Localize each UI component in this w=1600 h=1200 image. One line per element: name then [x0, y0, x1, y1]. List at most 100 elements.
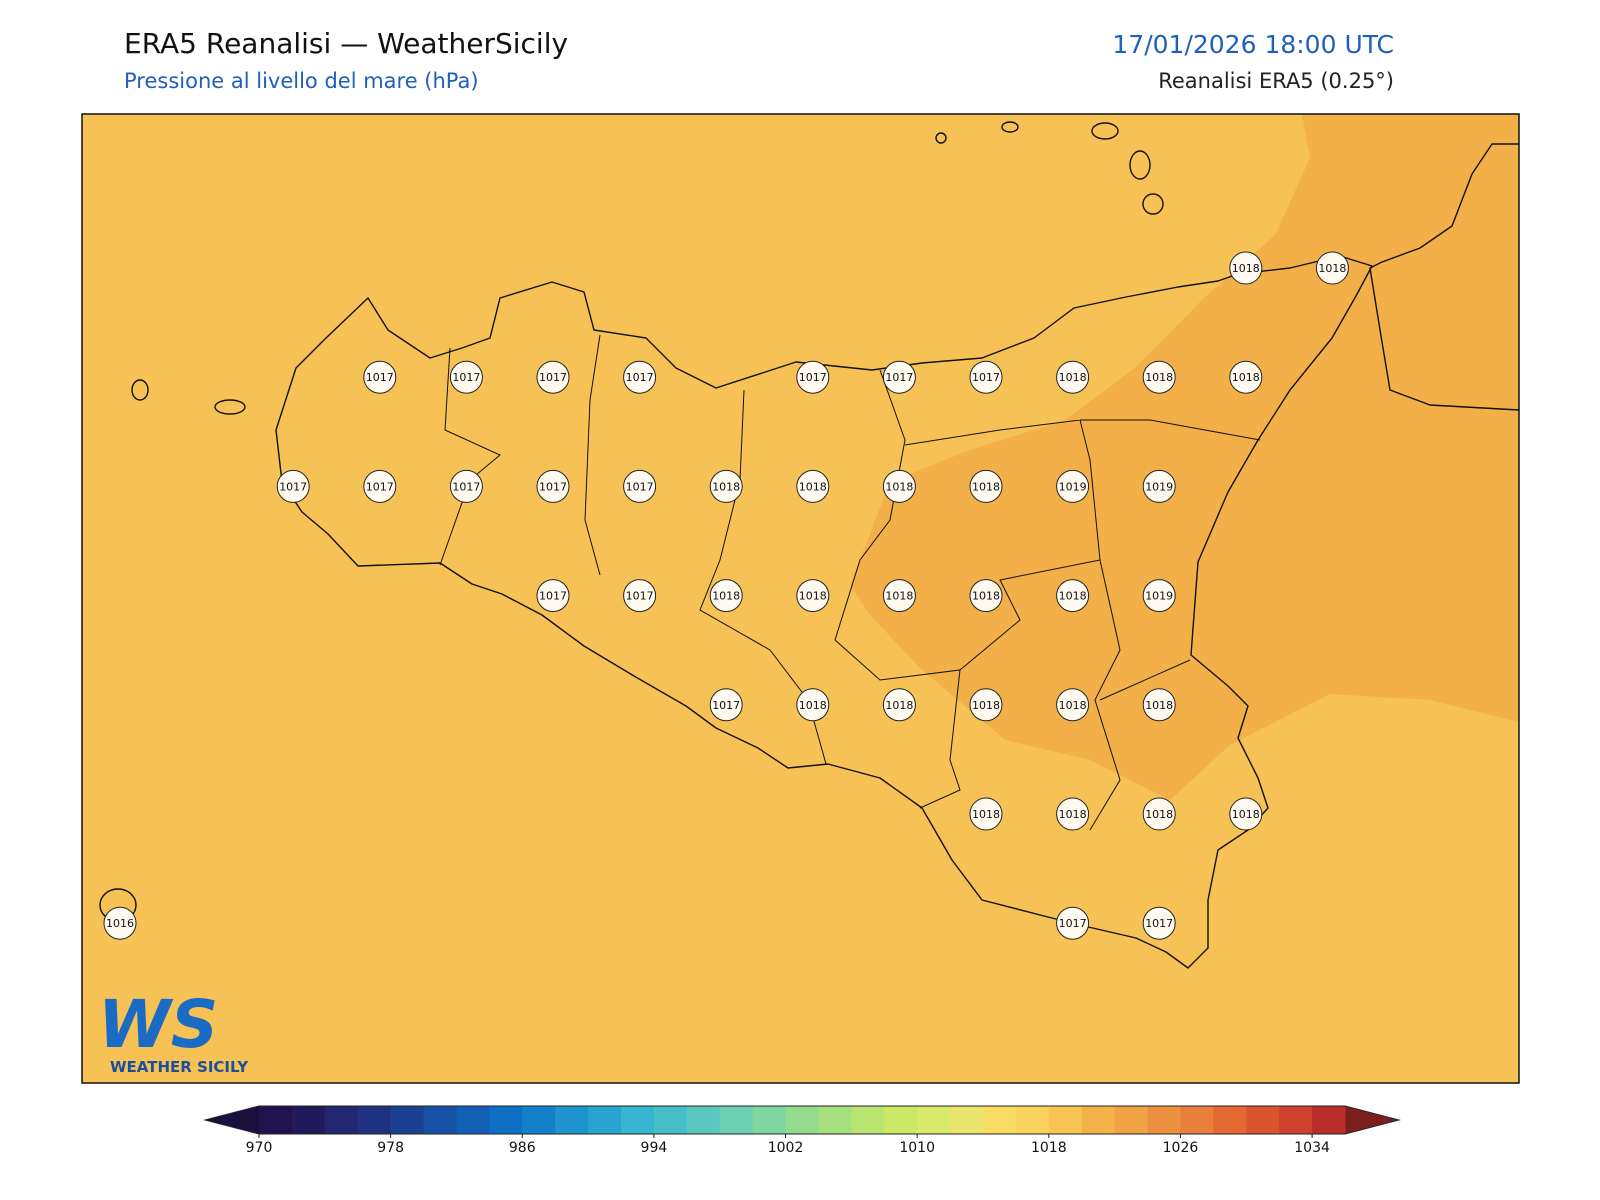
colorbar-bin	[752, 1106, 787, 1134]
station-value: 1018	[885, 699, 913, 712]
colorbar-bin	[555, 1106, 589, 1134]
station: 1019	[1056, 469, 1090, 503]
colorbar-bin	[1048, 1106, 1083, 1134]
station-labels: 1018 1018 1017 1017 1017 1017 1017 1017 1017 1018…	[103, 251, 1349, 940]
station-value: 1018	[885, 590, 913, 603]
station: 1017	[536, 579, 570, 613]
station-marker	[796, 360, 830, 394]
station-value: 1017	[712, 699, 740, 712]
colorbar-over	[1345, 1106, 1399, 1134]
colorbar-bin	[489, 1106, 523, 1134]
station-value: 1017	[972, 371, 1000, 384]
colorbar: 970 978 986 994 1002 1010 1018 1026 1034	[203, 1105, 1401, 1156]
colorbar-bin	[1081, 1106, 1116, 1134]
station-value: 1018	[1232, 371, 1260, 384]
station-value: 1018	[712, 590, 740, 603]
station-marker	[969, 797, 1003, 831]
station-value: 1018	[972, 808, 1000, 821]
station-marker	[1142, 688, 1176, 722]
colorbar-tick-label: 1010	[899, 1140, 935, 1156]
station-marker	[796, 579, 830, 613]
station-value: 1017	[539, 371, 567, 384]
station-value: 1018	[1318, 262, 1346, 275]
station-marker	[1315, 251, 1349, 285]
station-marker	[709, 579, 743, 613]
colorbar-under	[205, 1106, 259, 1134]
station: 1017	[449, 360, 483, 394]
sicily-coast	[275, 255, 1373, 969]
station-value: 1017	[366, 371, 394, 384]
island	[214, 399, 246, 415]
station: 1018	[1056, 797, 1090, 831]
logo-mark: WS	[98, 986, 218, 1063]
source: Reanalisi ERA5 (0.25°)	[1158, 69, 1394, 93]
colorbar-bin	[522, 1106, 556, 1134]
station: 1017	[363, 469, 397, 503]
station-value: 1019	[1059, 480, 1087, 493]
colorbar-bin	[686, 1106, 721, 1134]
station: 1018	[1056, 688, 1090, 722]
station-value: 1018	[1145, 808, 1173, 821]
station-value: 1017	[1145, 917, 1173, 930]
colorbar-bin	[1180, 1106, 1214, 1134]
colorbar-bin	[950, 1106, 984, 1134]
colorbar-tick-label: 1018	[1031, 1140, 1067, 1156]
station: 1018	[1229, 797, 1263, 831]
colorbar-bin	[1312, 1106, 1346, 1134]
station-value: 1017	[539, 590, 567, 603]
station-marker	[623, 469, 657, 503]
colorbar-outline	[203, 1105, 1401, 1135]
station: 1018	[796, 579, 830, 613]
station: 1018	[1056, 579, 1090, 613]
island	[131, 379, 149, 401]
station-marker	[449, 360, 483, 394]
station-value: 1017	[452, 371, 480, 384]
station-marker	[536, 360, 570, 394]
station-marker	[536, 579, 570, 613]
colorbar-bin	[357, 1106, 392, 1134]
station: 1017	[623, 360, 657, 394]
station-marker	[363, 469, 397, 503]
station: 1018	[1229, 251, 1263, 285]
station: 1017	[623, 579, 657, 613]
station: 1019	[1142, 469, 1176, 503]
station: 1017	[1142, 906, 1176, 940]
title: ERA5 Reanalisi — WeatherSicily	[124, 27, 568, 60]
station: 1018	[709, 469, 743, 503]
station: 1017	[1056, 906, 1090, 940]
station: 1017	[709, 688, 743, 722]
station-marker	[623, 360, 657, 394]
station-value: 1017	[626, 590, 654, 603]
station-value: 1018	[1059, 371, 1087, 384]
station: 1018	[1142, 688, 1176, 722]
colorbar-bin	[1213, 1106, 1247, 1134]
station: 1019	[1142, 579, 1176, 613]
calabria-coast	[1369, 143, 1520, 411]
station-marker	[796, 688, 830, 722]
station-marker	[1229, 251, 1263, 285]
island	[935, 132, 947, 144]
station: 1018	[969, 688, 1003, 722]
station-value: 1017	[885, 371, 913, 384]
station-value: 1019	[1145, 590, 1173, 603]
station-marker	[882, 469, 916, 503]
colorbar-tick-label: 978	[377, 1140, 404, 1156]
colorbar-bin	[1279, 1106, 1313, 1134]
station-marker	[449, 469, 483, 503]
station-marker	[1056, 688, 1090, 722]
island	[1091, 122, 1119, 140]
datetime: 17/01/2026 18:00 UTC	[1112, 30, 1394, 59]
station-marker	[969, 688, 1003, 722]
station-value: 1018	[1059, 699, 1087, 712]
station-marker	[969, 469, 1003, 503]
station: 1017	[276, 469, 310, 503]
station: 1018	[969, 579, 1003, 613]
station: 1017	[882, 360, 916, 394]
station-value: 1016	[106, 917, 134, 930]
station-value: 1018	[972, 699, 1000, 712]
station-value: 1017	[799, 371, 827, 384]
colorbar-bin	[456, 1106, 490, 1134]
colorbar-bin	[851, 1106, 885, 1134]
station-value: 1018	[712, 480, 740, 493]
